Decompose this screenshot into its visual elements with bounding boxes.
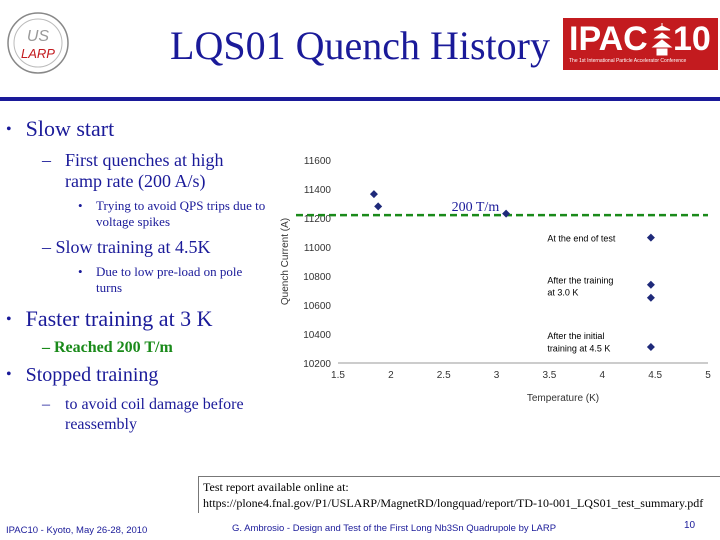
data-point (646, 293, 655, 302)
y-tick-label: 10800 (303, 272, 331, 283)
bullet-faster-training-text: Faster training at 3 K (25, 306, 213, 331)
note-dot: • (78, 198, 83, 213)
note-dot: • (78, 264, 83, 279)
footer-conference: IPAC10 - Kyoto, May 26-28, 2010 (6, 525, 148, 536)
pagoda-icon (651, 22, 673, 56)
x-tick-label: 2.5 (437, 370, 451, 381)
bullet-slow-start: • Slow start (6, 116, 114, 142)
reference-line-label: 200 T/m (452, 200, 500, 215)
sub-bullet-slow-training: – Slow training at 4.5K (42, 237, 211, 258)
chart-tick-labels: 1.5 2 2.5 3 3.5 4 4.5 5 10200 10400 10600 10800 1100… (303, 156, 711, 404)
dash: – (42, 150, 51, 170)
dash: – (42, 237, 51, 257)
report-intro: Test report available online at: (203, 480, 349, 494)
chart-annotations: At the end of test After the training at 3… (547, 233, 616, 353)
data-point (502, 209, 511, 218)
ipac-logo-text: IPAC (569, 20, 648, 58)
bullet-faster-training: • Faster training at 3 K (6, 306, 213, 332)
bullet-slow-start-text: Slow start (25, 116, 115, 141)
title-rule (0, 97, 720, 101)
report-url[interactable]: https://plone4.fnal.gov/P1/USLARP/Magnet… (203, 496, 704, 510)
sub-bullet-first-quenches: – First quenches at high ramp rate (200 … (42, 150, 257, 192)
quench-history-chart: Quench Current (A) 1.5 2 2.5 3 3.5 4 4.5 5 10200… (280, 156, 711, 404)
page-number: 10 (684, 520, 696, 531)
chart-annotation: After the initial (547, 331, 604, 341)
data-point (646, 233, 655, 242)
x-tick-label: 4.5 (648, 370, 662, 381)
dash: – (42, 339, 50, 356)
note-qps-trips-text: Trying to avoid QPS trips due to voltage… (96, 198, 266, 229)
sub-bullet-slow-training-text: Slow training at 4.5K (55, 237, 211, 257)
y-tick-label: 10200 (303, 359, 331, 370)
bullet-dot: • (6, 366, 12, 383)
x-tick-label: 4 (600, 370, 606, 381)
y-axis-title: Quench Current (A) (280, 218, 291, 305)
bullet-stopped-training-text: Stopped training (25, 364, 159, 386)
data-point (374, 202, 383, 211)
us-larp-logo: US LARP (5, 10, 71, 76)
slide-title: LQS01 Quench History (170, 23, 550, 68)
chart-annotation: at 3.0 K (547, 288, 578, 298)
dash: – (42, 396, 50, 413)
note-low-preload: • Due to low pre-load on pole turns (78, 264, 263, 296)
sub-bullet-reached-200-text: Reached 200 T/m (54, 339, 173, 356)
ipac-logo-number: 10 (673, 20, 711, 58)
ipac-logo-subtitle: The 1st International Particle Accelerat… (569, 58, 687, 64)
y-tick-label: 10400 (303, 330, 331, 341)
data-point (369, 190, 378, 199)
x-tick-label: 2 (388, 370, 394, 381)
us-larp-logo-graphic: US LARP (7, 12, 69, 74)
x-axis-title: Temperature (K) (527, 393, 599, 404)
note-qps-trips: • Trying to avoid QPS trips due to volta… (78, 198, 278, 230)
y-axis-title-group: Quench Current (A) (280, 218, 291, 305)
sub-bullet-avoid-damage-text: to avoid coil damage before reassembly (65, 396, 244, 433)
data-point (646, 280, 655, 289)
x-tick-label: 5 (705, 370, 711, 381)
chart-annotation: At the end of test (547, 233, 616, 243)
bullet-dot: • (6, 311, 12, 328)
sub-bullet-avoid-damage: – to avoid coil damage before reassembly (42, 395, 272, 435)
y-tick-label: 11600 (304, 156, 332, 167)
footer-author: G. Ambrosio - Design and Test of the Fir… (232, 523, 557, 534)
y-tick-label: 11200 (304, 214, 332, 225)
x-tick-label: 3.5 (542, 370, 556, 381)
data-points (369, 190, 655, 352)
reference-line-group: 200 T/m (296, 200, 708, 217)
note-low-preload-text: Due to low pre-load on pole turns (96, 264, 243, 295)
chart-annotation: After the training (547, 275, 613, 285)
x-tick-label: 1.5 (331, 370, 345, 381)
ipac10-logo: IPAC 10 The 1st International Particle A… (563, 18, 718, 70)
data-point (646, 343, 655, 352)
sub-bullet-first-quenches-text: First quenches at high ramp rate (200 A/… (65, 150, 224, 191)
chart-annotation: training at 4.5 K (547, 344, 610, 354)
logo-us-text: US (27, 28, 50, 45)
y-tick-label: 11400 (304, 185, 332, 196)
y-tick-label: 11000 (304, 243, 332, 254)
bullet-stopped-training: • Stopped training (6, 364, 158, 387)
x-tick-label: 3 (494, 370, 500, 381)
report-link-box: Test report available online at: https:/… (198, 476, 720, 513)
bullet-dot: • (6, 121, 12, 138)
sub-bullet-reached-200: – Reached 200 T/m (42, 337, 173, 358)
y-tick-label: 10600 (303, 301, 331, 312)
logo-larp-text: LARP (21, 46, 55, 61)
